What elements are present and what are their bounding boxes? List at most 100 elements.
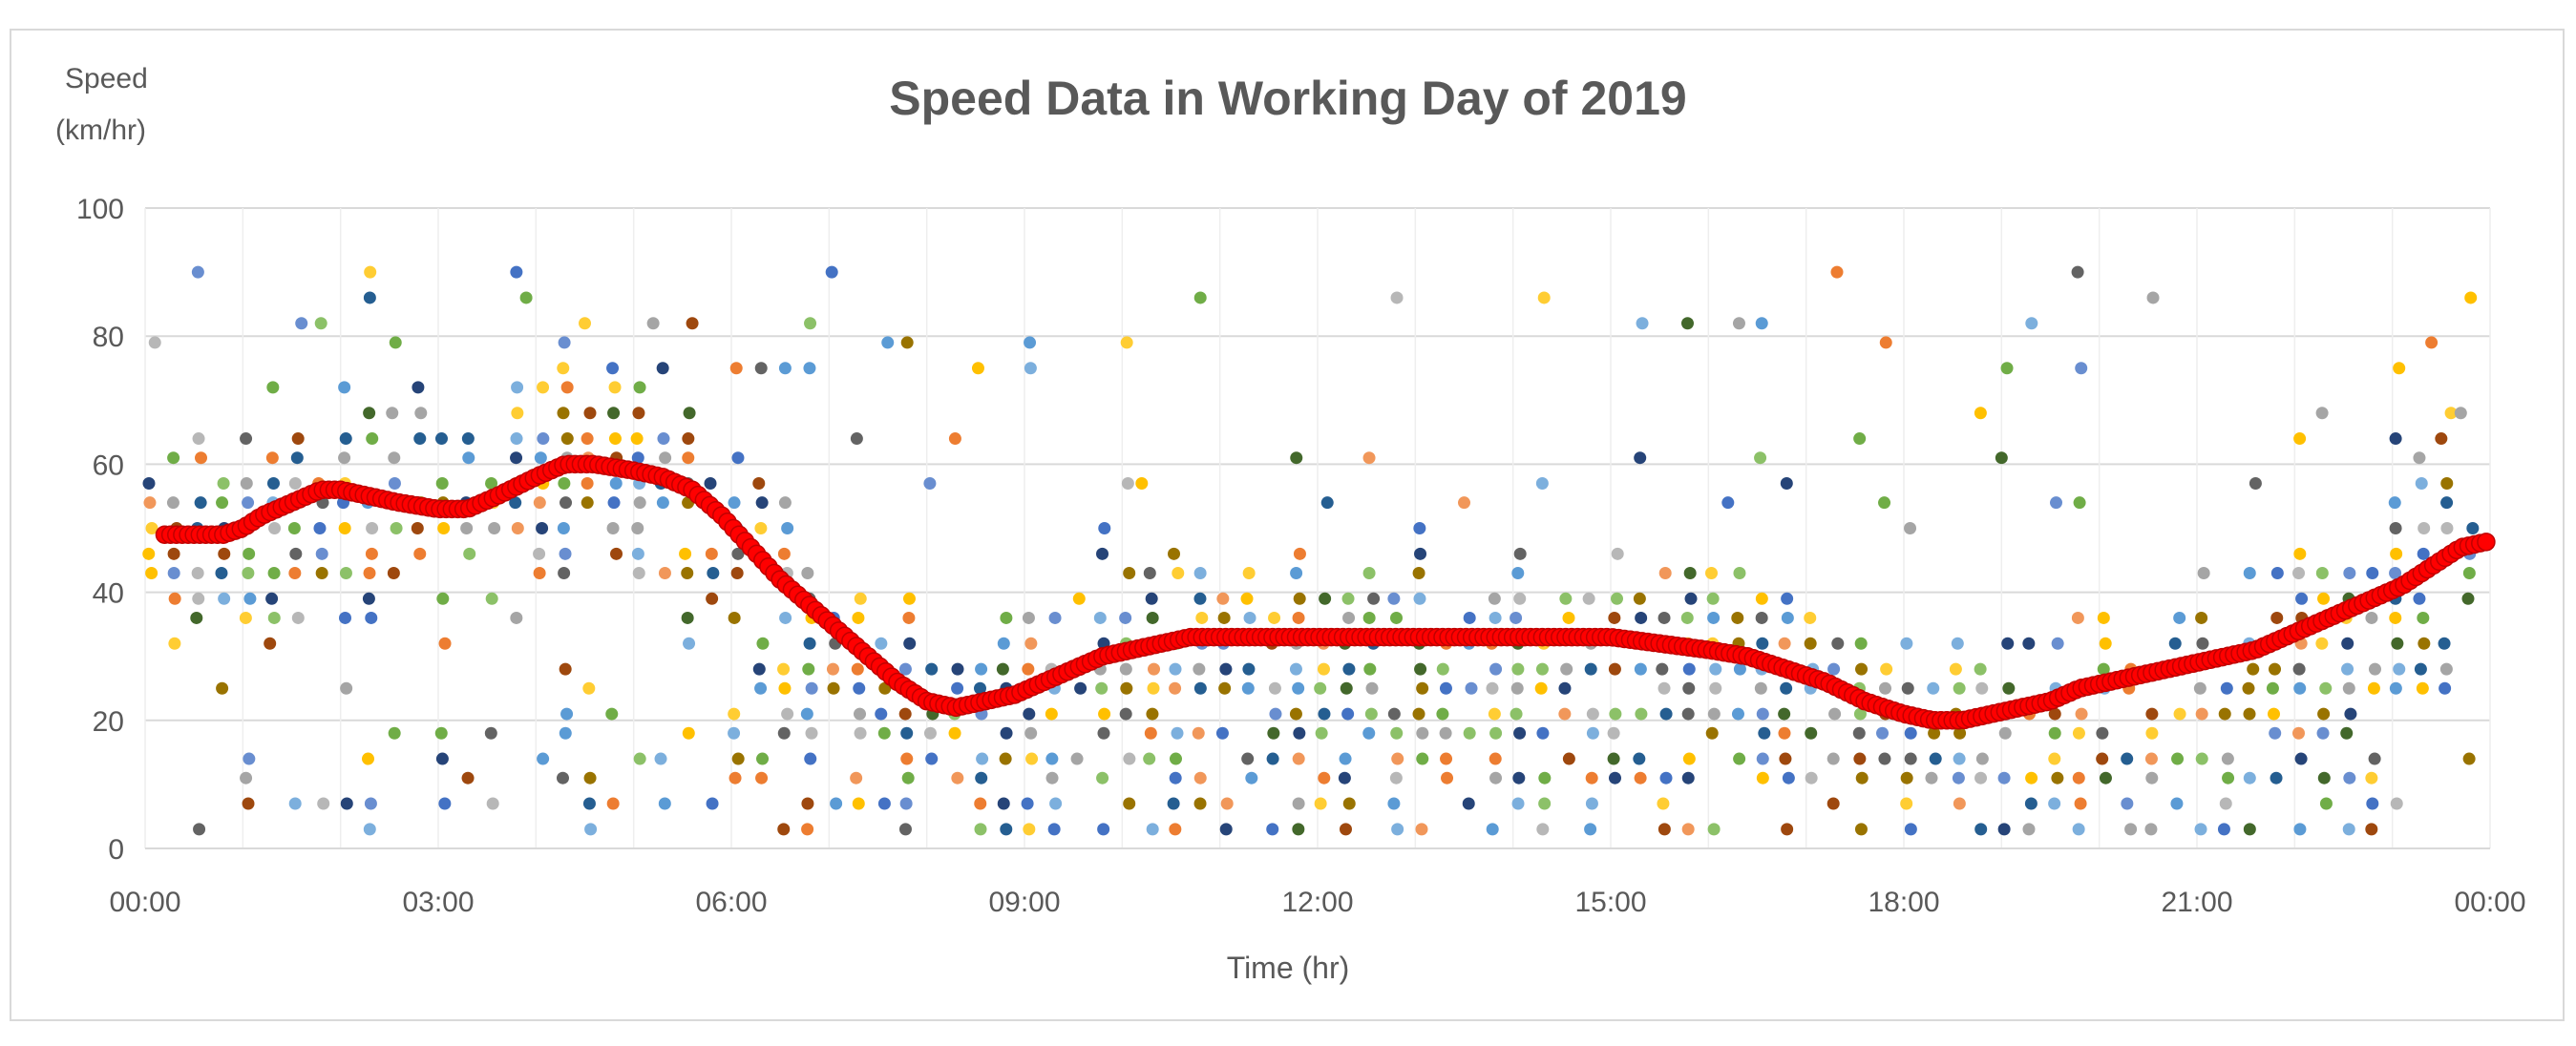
scatter-point — [1828, 707, 1842, 721]
scatter-point — [536, 522, 549, 534]
scatter-point — [362, 752, 375, 765]
scatter-point — [974, 797, 987, 810]
scatter-point — [1658, 823, 1671, 836]
scatter-point — [2368, 662, 2381, 676]
scatter-point — [777, 547, 791, 560]
scatter-point — [1362, 566, 1376, 579]
scatter-point — [519, 291, 533, 304]
scatter-point — [1387, 707, 1401, 721]
scatter-point — [485, 592, 498, 605]
scatter-point — [1656, 662, 1669, 676]
scatter-point — [752, 477, 766, 491]
scatter-point — [1928, 726, 1941, 740]
scatter-point — [1463, 611, 1476, 624]
scatter-point — [339, 432, 352, 446]
scatter-point — [2464, 291, 2478, 304]
scatter-point — [826, 662, 839, 676]
scatter-point — [2294, 752, 2308, 765]
scatter-point — [1609, 707, 1622, 721]
scatter-point — [1121, 477, 1134, 491]
scatter-point — [289, 547, 303, 560]
scatter-point — [1489, 611, 1502, 624]
scatter-point — [2048, 797, 2061, 810]
scatter-point — [1657, 797, 1670, 810]
scatter-point — [2319, 681, 2333, 695]
scatter-point — [1439, 681, 1452, 695]
scatter-point — [2144, 823, 2158, 836]
scatter-point — [1217, 611, 1231, 624]
scatter-point — [1975, 681, 1989, 695]
scatter-point — [1169, 752, 1182, 765]
scatter-point — [2243, 566, 2256, 579]
scatter-point — [2074, 797, 2087, 810]
scatter-point — [800, 707, 813, 721]
scatter-point — [1341, 592, 1355, 605]
scatter-point — [606, 797, 620, 810]
scatter-point — [2173, 611, 2186, 624]
scatter-point — [537, 752, 550, 765]
scatter-point — [1169, 681, 1182, 695]
scatter-point — [658, 797, 671, 810]
scatter-point — [1022, 662, 1035, 676]
scatter-point — [728, 707, 741, 721]
scatter-point — [2195, 611, 2208, 624]
scatter-point — [2049, 496, 2062, 510]
scatter-point — [1900, 771, 1913, 784]
scatter-point — [560, 707, 574, 721]
scatter-point — [560, 432, 574, 446]
scatter-point — [756, 637, 770, 650]
scatter-point — [728, 611, 741, 624]
scatter-point — [2220, 681, 2233, 695]
scatter-point — [1636, 317, 1649, 330]
scatter-point — [2022, 823, 2036, 836]
scatter-point — [1880, 662, 1893, 676]
scatter-point — [2366, 797, 2379, 810]
scatter-point — [366, 522, 379, 534]
scatter-point — [2195, 752, 2208, 765]
scatter-point — [1097, 726, 1110, 740]
scatter-point — [1048, 611, 1062, 624]
scatter-point — [1412, 707, 1425, 721]
y-tick-label: 20 — [93, 706, 124, 738]
scatter-point — [2417, 547, 2430, 560]
scatter-point — [804, 317, 817, 330]
scatter-point — [1706, 592, 1720, 605]
scatter-point — [728, 726, 741, 740]
scatter-point — [1658, 566, 1672, 579]
scatter-point — [1489, 662, 1503, 676]
scatter-point — [1974, 771, 1988, 784]
scatter-point — [2461, 592, 2475, 605]
scatter-point — [683, 637, 696, 650]
scatter-point — [997, 637, 1010, 650]
scatter-point — [1093, 611, 1107, 624]
scatter-point — [2218, 707, 2231, 721]
scatter-point — [264, 637, 277, 650]
scatter-point — [2366, 566, 2379, 579]
scatter-point — [2413, 592, 2426, 605]
scatter-point — [2121, 752, 2134, 765]
scatter-point — [1681, 707, 1695, 721]
scatter-point — [363, 823, 376, 836]
scatter-point — [1901, 681, 1914, 695]
scatter-point — [778, 496, 792, 510]
scatter-point — [388, 726, 401, 740]
scatter-point — [461, 771, 475, 784]
scatter-point — [1510, 611, 1523, 624]
scatter-point — [1635, 611, 1648, 624]
scatter-point — [1362, 726, 1376, 740]
scatter-point — [1876, 726, 1890, 740]
scatter-point — [1097, 823, 1110, 836]
scatter-point — [145, 522, 158, 534]
scatter-point — [1610, 592, 1623, 605]
scatter-point — [802, 662, 815, 676]
scatter-point — [728, 496, 741, 510]
scatter-point — [2416, 681, 2429, 695]
scatter-point — [706, 592, 719, 605]
scatter-point — [557, 522, 570, 534]
scatter-point — [1585, 771, 1598, 784]
scatter-point — [1169, 771, 1182, 784]
scatter-point — [1486, 823, 1499, 836]
scatter-point — [1558, 681, 1572, 695]
scatter-point — [192, 432, 205, 446]
scatter-point — [852, 611, 865, 624]
